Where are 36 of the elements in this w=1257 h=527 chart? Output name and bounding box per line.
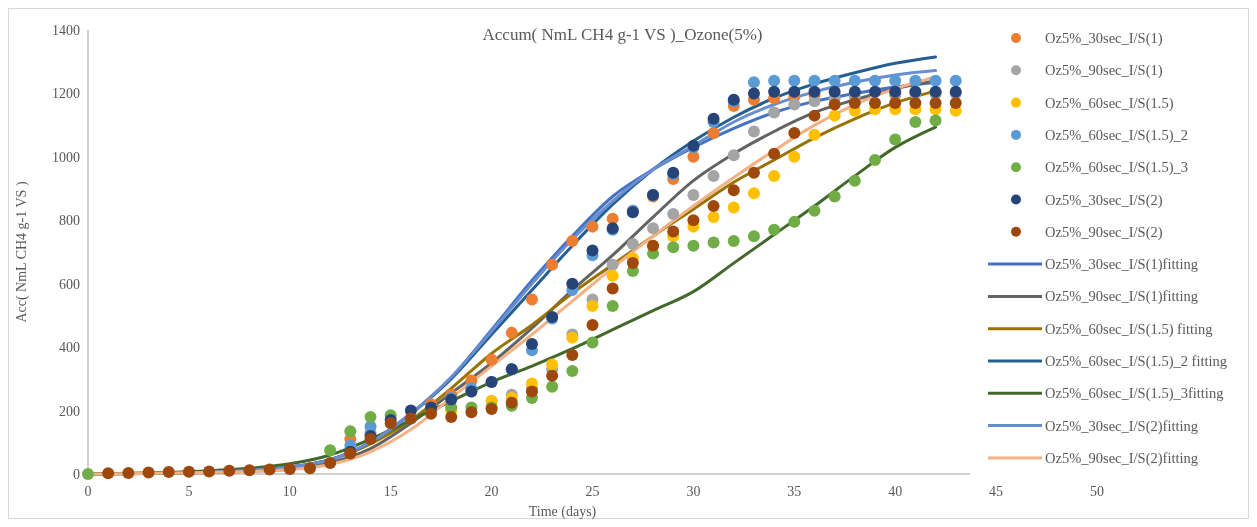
x-tick-label: 50 <box>1090 484 1104 499</box>
legend-label: Oz5%_30sec_I/S(2)fitting <box>1045 417 1199 435</box>
legend-label: Oz5%_60sec_I/S(1.5)_2 <box>1045 126 1188 144</box>
legend-label: Oz5%_30sec_I/S(1)fitting <box>1045 256 1199 274</box>
y-tick-label: 400 <box>59 340 80 356</box>
y-tick-label: 1200 <box>52 86 80 102</box>
x-tick-label: 20 <box>484 484 499 499</box>
legend-label: Oz5%_30sec_I/S(1) <box>1045 30 1163 47</box>
legend-label: Oz5%_60sec_I/S(1.5)_2 fitting <box>1045 353 1228 370</box>
legend-label: Oz5%_90sec_I/S(1) <box>1045 62 1163 80</box>
y-tick-label: 1000 <box>52 149 80 165</box>
legend-label: Oz5%_60sec_I/S(1.5) fitting <box>1045 320 1213 338</box>
y-axis-title: Acc( NmL CH4 g-1 VS ) <box>14 181 30 323</box>
x-axis-title: Time (days) <box>528 504 597 520</box>
x-tick-label: 25 <box>585 484 600 499</box>
x-tick-label: 40 <box>888 484 903 499</box>
x-tick-label: 0 <box>84 484 92 499</box>
y-tick-label: 200 <box>59 403 80 419</box>
legend-label: Oz5%_90sec_I/S(1)fitting <box>1045 288 1199 306</box>
x-tick-label: 45 <box>989 484 1004 499</box>
y-tick-label: 600 <box>59 276 80 292</box>
x-tick-label: 30 <box>686 484 701 499</box>
legend-label: Oz5%_60sec_I/S(1.5) <box>1045 94 1174 112</box>
legend-label: Oz5%_90sec_I/S(2)fitting <box>1045 449 1199 467</box>
chart-title: Accum( NmL CH4 g-1 VS )_Ozone(5%) <box>482 25 763 44</box>
y-tick-label: 1400 <box>52 23 80 38</box>
legend-label: Oz5%_90sec_I/S(2) <box>1045 223 1163 241</box>
x-tick-label: 35 <box>787 484 802 499</box>
y-tick-label: 800 <box>59 213 80 229</box>
legend-label: Oz5%_60sec_I/S(1.5)_3 <box>1045 159 1188 177</box>
y-tick-label: 0 <box>73 467 80 482</box>
legend-label: Oz5%_30sec_I/S(2) <box>1045 191 1163 209</box>
x-tick-label: 10 <box>282 484 297 499</box>
x-tick-label: 15 <box>383 484 398 499</box>
legend-label: Oz5%_60sec_I/S(1.5)_3fitting <box>1045 385 1224 403</box>
x-tick-label: 5 <box>185 484 193 499</box>
